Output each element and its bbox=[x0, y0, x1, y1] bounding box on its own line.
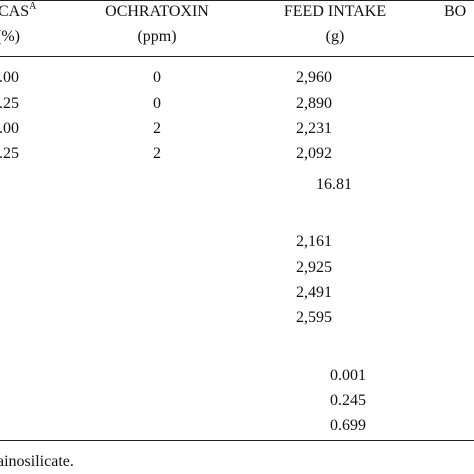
row-cas: 0.00 bbox=[0, 69, 19, 86]
mean-value: 2,491 bbox=[296, 284, 332, 301]
sem-value: 16.81 bbox=[316, 176, 352, 193]
footnote: ainosilicate. bbox=[0, 453, 74, 470]
top-rule bbox=[0, 0, 474, 1]
row-feed-intake: 2,231 bbox=[296, 120, 332, 137]
header-cas-unit: (%) bbox=[0, 28, 20, 45]
row-ochratoxin: 2 bbox=[153, 120, 161, 137]
header-feed-intake: FEED INTAKE bbox=[283, 3, 387, 20]
header-rule bbox=[0, 56, 474, 57]
row-cas: 0.25 bbox=[0, 95, 19, 112]
header-feed-intake-unit: (g) bbox=[325, 28, 345, 45]
p-value: 0.001 bbox=[330, 367, 366, 384]
row-feed-intake: 2,890 bbox=[296, 95, 332, 112]
row-ochratoxin: 2 bbox=[153, 145, 161, 162]
mean-value: 2,161 bbox=[296, 233, 332, 250]
mean-value: 2,595 bbox=[296, 309, 332, 326]
bottom-rule bbox=[0, 440, 474, 441]
mean-value: 2,925 bbox=[296, 259, 332, 276]
row-cas: 0.00 bbox=[0, 120, 19, 137]
header-next-col: BO bbox=[444, 3, 467, 20]
header-cas: CASA bbox=[0, 1, 37, 21]
header-ochratoxin-unit: (ppm) bbox=[137, 28, 177, 45]
row-feed-intake: 2,960 bbox=[296, 69, 332, 86]
header-ochratoxin: OCHRATOXIN bbox=[105, 3, 209, 20]
row-cas: 0.25 bbox=[0, 145, 19, 162]
p-value: 0.245 bbox=[330, 392, 366, 409]
row-feed-intake: 2,092 bbox=[296, 145, 332, 162]
p-value: 0.699 bbox=[330, 417, 366, 434]
cas-footnote-marker: A bbox=[29, 1, 37, 12]
row-ochratoxin: 0 bbox=[153, 69, 161, 86]
row-ochratoxin: 0 bbox=[153, 95, 161, 112]
